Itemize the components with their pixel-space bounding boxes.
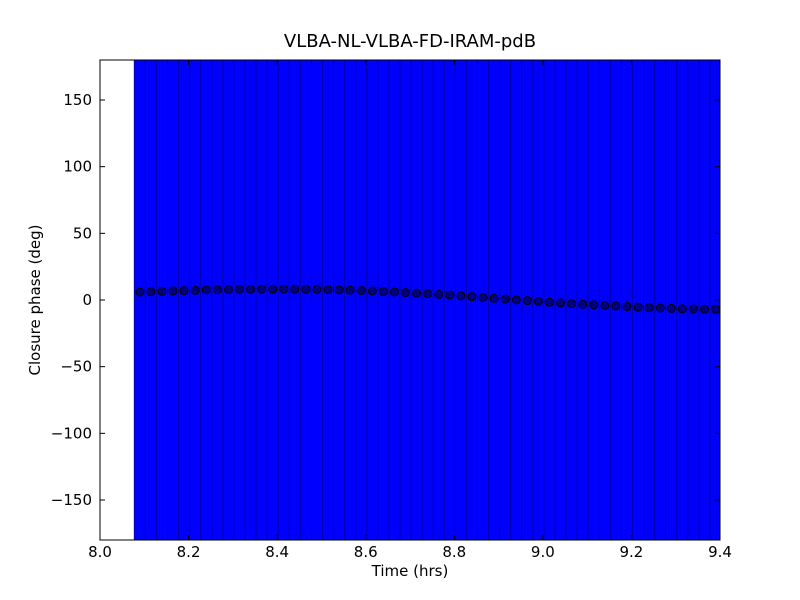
data-point [644,303,654,313]
data-point [533,296,543,306]
y-tick-label: 150 [63,91,92,109]
data-point [589,300,599,310]
data-point [190,285,200,295]
data-point [700,304,709,314]
data-point [279,284,289,294]
data-point [522,296,532,306]
y-tick-label: 0 [82,291,92,309]
data-point [367,286,377,296]
data-point [246,284,256,294]
x-tick-label: 8.2 [177,543,201,561]
plot-area [133,60,720,540]
data-point [467,292,477,302]
data-point [323,285,333,295]
data-point [268,284,278,294]
data-point [378,286,388,296]
data-point [390,287,399,297]
data-point [356,286,366,296]
data-point [500,294,510,304]
data-point [600,300,610,310]
data-point [611,301,621,311]
data-point [257,284,267,294]
y-axis-label: Closure phase (deg) [26,225,44,376]
data-point [511,295,521,305]
data-point [212,285,222,295]
chart-title: VLBA-NL-VLBA-FD-IRAM-pdB [284,31,536,52]
data-point [622,302,632,312]
data-point [688,304,698,314]
x-tick-label: 9.4 [708,543,732,561]
data-point [168,286,178,296]
data-point [655,303,665,313]
data-point [223,284,233,294]
data-point [179,286,189,296]
x-tick-label: 8.6 [354,543,378,561]
data-point [146,287,156,297]
data-point [677,304,687,314]
data-point [434,289,444,299]
data-point [666,303,676,313]
data-point [290,284,300,294]
y-tick-label: −50 [60,358,92,376]
x-tick-label: 8.8 [442,543,466,561]
y-tick-label: 100 [63,158,92,176]
x-tick-label: 8.4 [265,543,289,561]
x-tick-label: 9.2 [619,543,643,561]
data-point [478,292,488,302]
data-point [312,284,322,294]
x-tick-label: 9.0 [531,543,555,561]
x-tick-label: 8.0 [88,543,112,561]
y-tick-label: 50 [73,224,92,242]
data-point [489,293,499,303]
data-point [556,298,566,308]
data-point [401,288,411,298]
data-point [135,287,145,297]
data-point [423,289,433,299]
data-point [301,284,311,294]
data-point [456,291,466,301]
data-point [711,304,720,314]
data-point [445,290,455,300]
data-point [633,302,643,312]
data-point [235,284,244,294]
y-tick-label: −100 [51,424,92,442]
data-point [545,297,554,307]
data-point [345,285,355,295]
data-point [567,299,577,309]
data-point [334,285,344,295]
data-point [412,288,422,298]
x-axis-label: Time (hrs) [371,562,449,580]
data-point [157,286,167,296]
data-point [578,299,588,309]
data-point [201,285,211,295]
y-tick-label: −150 [51,491,92,509]
